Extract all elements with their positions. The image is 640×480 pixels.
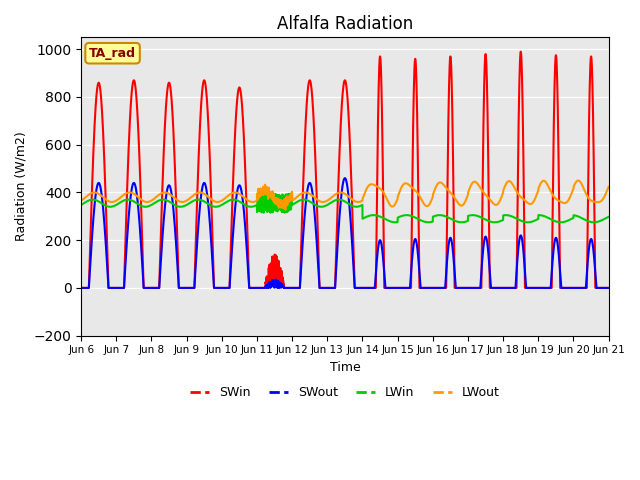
- SWin: [604, 285, 612, 291]
- Title: Alfalfa Radiation: Alfalfa Radiation: [276, 15, 413, 33]
- Line: LWin: LWin: [81, 193, 609, 222]
- SWin: [517, 49, 525, 55]
- SWout: [172, 239, 180, 245]
- Legend: SWin, SWout, LWin, LWout: SWin, SWout, LWin, LWout: [185, 381, 505, 404]
- SWin: [605, 285, 612, 291]
- LWout: [604, 185, 612, 191]
- Line: LWout: LWout: [81, 180, 609, 210]
- SWout: [77, 285, 85, 291]
- Line: SWout: SWout: [81, 178, 609, 288]
- SWin: [325, 285, 333, 291]
- LWin: [172, 203, 180, 208]
- SWout: [605, 285, 612, 291]
- Text: TA_rad: TA_rad: [89, 47, 136, 60]
- LWin: [604, 214, 612, 220]
- LWin: [434, 212, 442, 218]
- X-axis label: Time: Time: [330, 361, 360, 374]
- LWout: [463, 194, 471, 200]
- LWout: [77, 198, 85, 204]
- SWout: [341, 175, 349, 181]
- LWin: [493, 219, 501, 225]
- LWout: [172, 196, 180, 202]
- SWin: [493, 285, 500, 291]
- LWin: [77, 202, 85, 208]
- SWout: [463, 285, 471, 291]
- SWout: [434, 285, 442, 291]
- LWout: [493, 202, 500, 207]
- SWin: [463, 285, 470, 291]
- LWin: [325, 201, 333, 207]
- LWin: [260, 191, 268, 196]
- SWout: [493, 285, 500, 291]
- LWin: [392, 219, 399, 225]
- LWout: [282, 207, 289, 213]
- LWin: [463, 218, 471, 224]
- SWout: [604, 285, 612, 291]
- LWout: [574, 178, 582, 183]
- LWout: [325, 197, 333, 203]
- SWin: [434, 285, 442, 291]
- LWout: [605, 184, 612, 190]
- LWout: [434, 181, 442, 187]
- LWin: [605, 214, 612, 220]
- Line: SWin: SWin: [81, 52, 609, 288]
- SWin: [172, 193, 180, 199]
- SWin: [77, 285, 85, 291]
- SWout: [325, 285, 333, 291]
- Y-axis label: Radiation (W/m2): Radiation (W/m2): [15, 132, 28, 241]
